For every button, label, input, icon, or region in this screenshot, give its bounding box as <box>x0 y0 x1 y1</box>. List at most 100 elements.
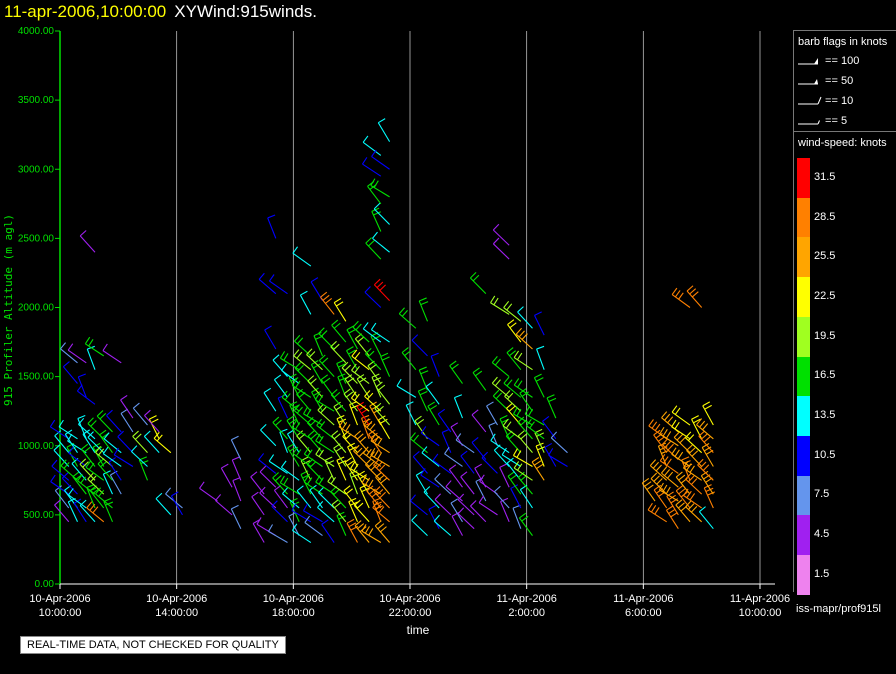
wind-barb <box>256 517 277 537</box>
barb-flag <box>134 433 142 440</box>
barb-flag <box>460 471 468 478</box>
wind-barb <box>513 350 533 371</box>
wind-barb <box>132 430 148 454</box>
barb-flag <box>354 351 361 359</box>
barb-flag <box>144 409 151 416</box>
barb-flag <box>303 406 309 415</box>
barb-staff <box>524 413 545 426</box>
barb-staff <box>542 420 557 440</box>
barb-staff <box>661 472 679 488</box>
barb-flag <box>307 375 315 382</box>
barb-flag <box>434 472 441 480</box>
barb-flag <box>664 469 671 477</box>
barb-flag <box>502 419 509 427</box>
wind-barb <box>503 301 522 322</box>
barb-staff <box>170 495 183 516</box>
barb-staff <box>231 459 242 481</box>
barb-staff <box>373 464 390 481</box>
wind-barb <box>420 426 440 447</box>
barb-flag-legend-item: == 100 <box>798 55 859 67</box>
barb-flag <box>665 431 672 439</box>
barb-flag <box>313 391 321 397</box>
barb-flag <box>113 447 119 456</box>
barb-flag <box>472 367 480 374</box>
wind-barb <box>365 237 382 260</box>
barb-staff <box>362 328 382 343</box>
barb-flag <box>488 421 497 427</box>
barb-staff <box>513 455 533 467</box>
wind-barb <box>444 446 463 467</box>
wind-barb <box>515 327 533 350</box>
barb-flag <box>479 474 485 482</box>
title-timestamp: 11-apr-2006,10:00:00 <box>4 2 167 21</box>
barb-staff <box>54 435 70 454</box>
barb-flag <box>513 378 520 386</box>
wind-barb <box>653 429 668 453</box>
wind-barb <box>303 447 323 467</box>
barb-flag <box>78 373 86 378</box>
wind-barb <box>659 453 679 474</box>
barb-staff <box>268 460 288 474</box>
barb-flag <box>707 491 716 496</box>
barb-flag <box>378 464 386 472</box>
barb-staff <box>499 467 510 488</box>
barb-flag <box>256 517 262 525</box>
barb-flag <box>678 488 686 495</box>
barb-staff <box>92 446 105 467</box>
barb-staff <box>269 280 288 295</box>
barb-flag <box>362 446 369 454</box>
barb-staff <box>450 502 463 523</box>
barb-flag <box>333 343 340 351</box>
wind-barb <box>304 515 323 537</box>
barb-flag <box>450 422 459 428</box>
wind-barb <box>432 453 452 474</box>
barb-flag <box>63 462 70 469</box>
barb-flag-symbol-flag <box>817 120 820 125</box>
barb-staff <box>349 473 359 495</box>
wind-barb <box>698 506 714 530</box>
barb-flag <box>338 460 347 465</box>
barb-flag <box>689 493 696 501</box>
barb-flag <box>457 493 465 501</box>
barb-flag <box>367 461 375 468</box>
barb-flag <box>666 505 674 511</box>
barb-flag <box>414 415 422 422</box>
barb-flag <box>231 435 239 441</box>
barb-flag <box>509 322 517 329</box>
barb-flag <box>87 472 94 480</box>
wind-barb <box>53 444 70 467</box>
barb-flag <box>140 460 149 465</box>
wind-barb <box>330 340 347 364</box>
wind-barb <box>648 419 667 440</box>
barb-staff <box>647 509 667 523</box>
barb-flag <box>279 475 285 484</box>
wind-barb <box>425 381 440 405</box>
barb-flag <box>689 465 695 473</box>
barb-flag <box>79 499 87 506</box>
wind-barb <box>269 274 288 295</box>
wind-barb <box>702 401 714 426</box>
barb-flag <box>296 388 303 395</box>
barb-flag <box>434 493 441 500</box>
barb-flag <box>282 487 289 495</box>
barb-flag <box>346 518 355 524</box>
barb-flag <box>685 472 692 480</box>
barb-flag <box>117 430 124 438</box>
barb-flag <box>688 475 695 483</box>
barb-flag <box>86 484 95 489</box>
wind-barb <box>338 419 358 440</box>
wind-barb <box>293 349 312 371</box>
barb-staff <box>288 515 300 536</box>
barb-staff <box>659 460 679 474</box>
barb-flag <box>687 434 695 441</box>
barb-flag <box>85 460 92 468</box>
barb-staff <box>86 348 96 370</box>
barb-flag <box>100 461 108 468</box>
barb-staff <box>675 476 691 495</box>
barb-flag <box>548 397 557 403</box>
wind-barb <box>410 432 428 454</box>
barb-flag <box>339 377 347 382</box>
barb-flag <box>341 361 349 369</box>
barb-flag <box>653 484 662 491</box>
barb-flag <box>344 433 352 440</box>
